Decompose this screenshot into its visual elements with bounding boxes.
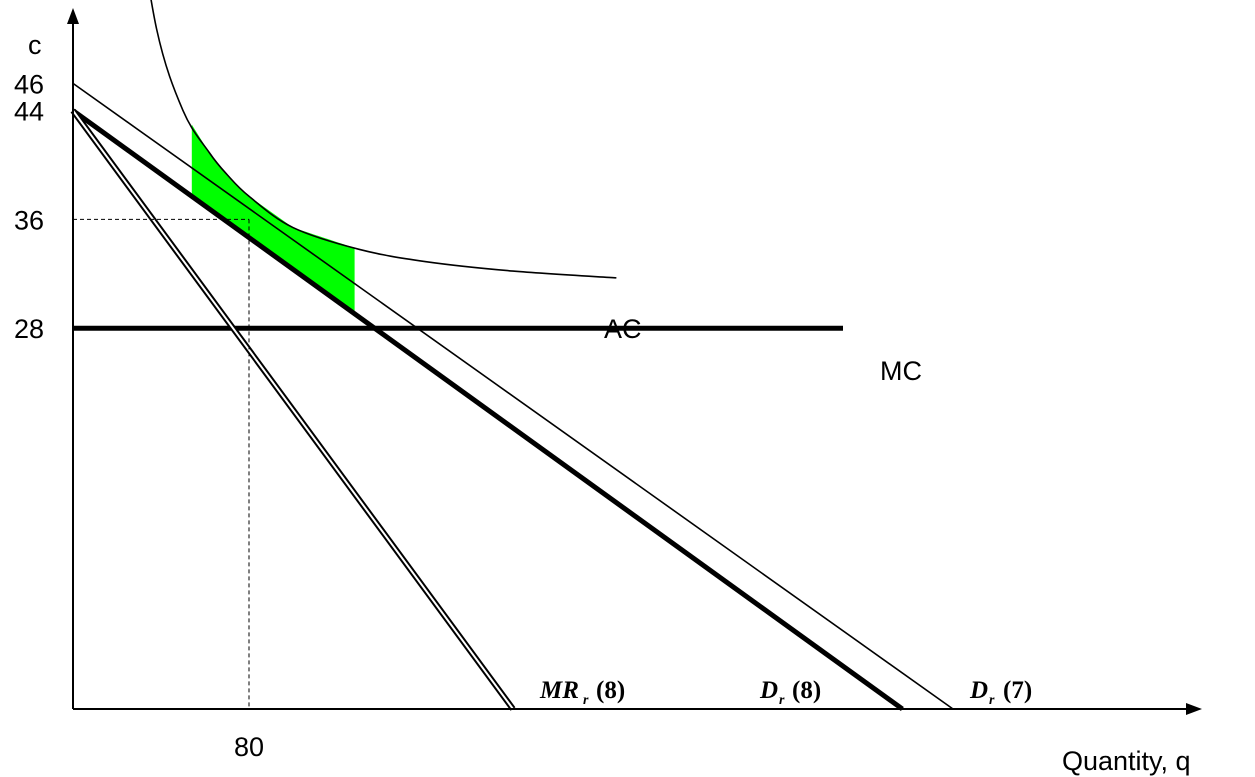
y-tick-label-36: 36: [14, 205, 44, 235]
y-tick-label-44: 44: [14, 97, 44, 127]
ac-label: AC: [604, 314, 642, 344]
d7-label-main: D: [969, 677, 988, 704]
mr8-label: MR r (8): [539, 677, 625, 708]
y-tick-label-28: 28: [14, 314, 44, 344]
x-tick-label-80: 80: [234, 732, 264, 762]
d7-label-sub: r: [989, 693, 995, 708]
d7-label-tail: (7): [1003, 677, 1032, 704]
ac-curve: [150, 0, 617, 279]
y-axis-title: c: [28, 30, 42, 60]
x-axis-title: Quantity, q: [1062, 746, 1191, 776]
mr-8-curve: [70, 108, 516, 711]
axes: [67, 8, 1202, 715]
loss-area-shading: [191, 124, 355, 314]
d-8-curve: [71, 108, 904, 712]
d8-label: D r (8): [759, 677, 821, 708]
reference-lines: [73, 218, 250, 709]
d8-label-tail: (8): [792, 677, 821, 704]
d8-label-main: D: [759, 677, 778, 704]
d-7-curve: [72, 82, 954, 710]
d7-label: D r (7): [969, 677, 1032, 708]
mr8-label-sub: r: [583, 693, 589, 708]
mr8-label-main: MR: [539, 677, 579, 704]
mc-label: MC: [880, 356, 922, 386]
d8-label-sub: r: [779, 693, 785, 708]
x-axis-arrow: [1186, 703, 1202, 715]
y-tick-label-46: 46: [14, 69, 44, 99]
mr8-label-tail: (8): [596, 677, 625, 704]
mr-8-curve-inner: [72, 110, 514, 710]
y-axis-arrow: [67, 8, 79, 24]
curves: [70, 0, 954, 712]
